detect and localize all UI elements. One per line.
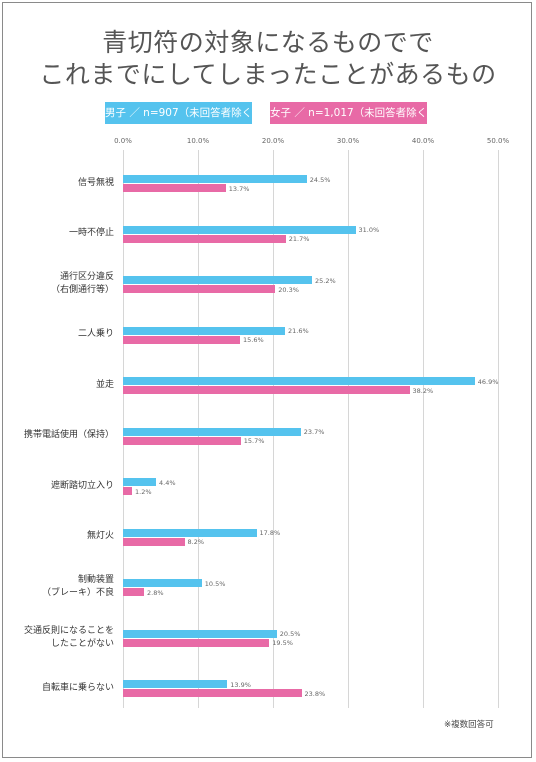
x-tick-label: 20.0% [261,137,285,145]
footnote: ※複数回答可 [444,720,494,730]
category-label: 二人乗り [77,329,114,339]
x-tick-label: 0.0% [114,137,132,145]
x-tick-label: 50.0% [486,137,510,145]
value-label-male: 46.9% [477,377,499,386]
value-label-female: 20.3% [278,285,299,294]
value-label-male: 10.5% [204,579,226,588]
bar-male [123,528,257,537]
bar-female [123,386,410,394]
category-label: 一時不停止 [68,228,114,238]
value-label-male: 21.6% [288,327,309,335]
value-label-male: 17.8% [259,529,281,537]
bar-male [123,579,202,587]
value-label-female: 1.2% [135,487,152,496]
value-label-female: 21.7% [288,235,310,243]
chart-title-line-1: 青切符の対象になるものでで [102,28,434,57]
bar-male [123,427,301,436]
value-label-female: 2.8% [147,588,164,597]
bar-male [123,276,312,284]
bar-male [123,629,277,638]
value-label-female: 13.7% [228,184,250,193]
value-label-female: 38.2% [412,386,434,395]
value-label-male: 4.4% [159,478,176,487]
value-label-female: 23.8% [304,689,326,698]
category-label: 携帯電話使用（保持） [23,430,114,440]
value-label-female: 19.5% [272,639,293,647]
bar-male [123,225,356,234]
bar-female [123,588,144,596]
bar-male [123,680,228,688]
category-label: 制動装置 （ブレーキ）不良 [41,575,114,598]
category-label: 信号無視 [77,177,114,188]
gridline [423,150,424,708]
category-label: 遮断踏切立入り [50,480,114,491]
value-label-female: 8.2% [187,538,205,546]
category-label: 並走 [95,379,114,390]
bar-female [123,184,226,192]
value-label-male: 20.5% [279,630,301,638]
bar-female [123,234,286,243]
value-label-male: 25.2% [315,276,336,285]
bar-female [123,537,185,546]
legend-female: 女子 ／ n=1,017（未回答者除く） [270,102,438,124]
category-label: 通行区分違反 （右側通行等） [50,272,114,295]
legend-male: 男子 ／ n=907（未回答者除く） [105,102,263,124]
bar-female [123,285,276,293]
value-label-male: 31.0% [358,226,380,234]
chart-title-line-2: これまでにしてしまったことがあるもの [39,60,497,89]
x-tick-label: 30.0% [336,137,360,145]
gridline [348,150,349,708]
bar-female [123,638,270,647]
category-label: 自転車に乗らない [41,682,114,693]
category-label: 交通反則になることを したことがない [23,625,114,649]
bar-male [123,377,475,385]
value-label-female: 15.6% [243,336,264,344]
bar-female [123,335,240,344]
value-label-male: 13.9% [230,680,251,689]
x-tick-label: 40.0% [411,137,435,145]
bar-male [123,478,156,486]
bar-female [123,487,132,495]
x-tick-label: 10.0% [186,137,210,145]
value-label-male: 24.5% [309,175,331,184]
gridline [498,150,499,708]
bar-male [123,326,285,335]
category-label: 無灯火 [86,531,114,541]
value-label-male: 23.7% [303,428,325,436]
bar-female [123,689,302,697]
bar-female [123,436,241,445]
value-label-female: 15.7% [243,437,265,445]
bar-male [123,175,307,183]
